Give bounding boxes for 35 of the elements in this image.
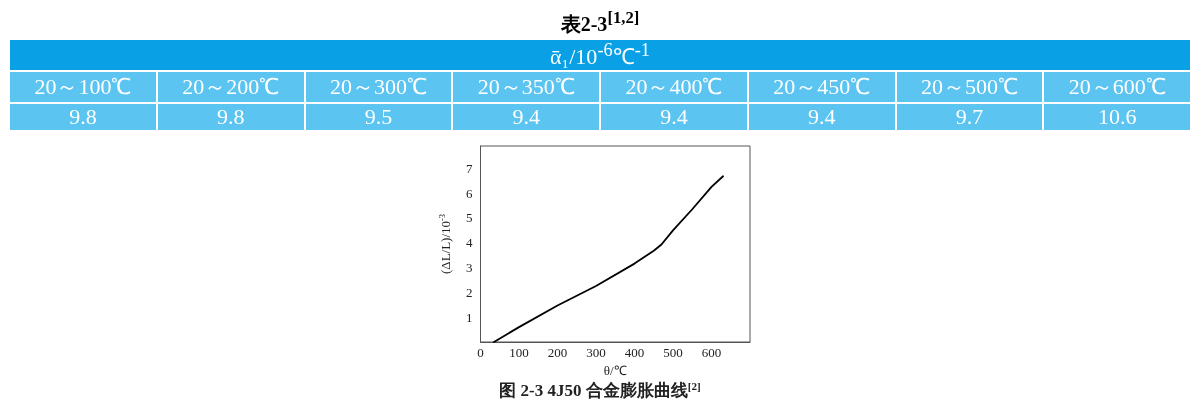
- line-series: [493, 175, 724, 344]
- y-tick-label: 4: [466, 235, 473, 251]
- category-label: 20～450℃: [747, 71, 896, 104]
- data-label: 9.4: [747, 103, 896, 132]
- y-axis-title: (ΔL/L)/10-3: [437, 214, 453, 275]
- category-label: 20～600℃: [1043, 71, 1191, 104]
- category-label: 20～300℃: [304, 71, 453, 104]
- x-tick-label: 100: [509, 345, 529, 361]
- data-label: 9.5: [304, 103, 453, 132]
- x-tick-label: 400: [624, 345, 645, 361]
- y-tick-label: 1: [466, 310, 473, 326]
- category-label: 20～400℃: [600, 71, 748, 104]
- data-label: 9.7: [895, 103, 1044, 132]
- data-label: 9.8: [156, 103, 305, 132]
- data-label: 9.4: [600, 103, 748, 132]
- y-tick-label: 2: [466, 285, 473, 301]
- x-tick-label: 500: [663, 345, 683, 361]
- y-tick-label: 5: [466, 210, 473, 226]
- x-tick-label: 600: [701, 345, 722, 361]
- text: ᾱ₁/10$^{-6}$℃$^{-1}$: [9, 39, 1191, 72]
- text: 表2-3$^{[1,2]}$: [559, 8, 641, 37]
- data-label: 10.6: [1043, 103, 1191, 132]
- x-tick-label: 200: [547, 345, 568, 361]
- category-label: 20～200℃: [156, 71, 305, 104]
- data-label: 9.4: [452, 103, 600, 132]
- y-tick-label: 6: [466, 185, 473, 201]
- y-tick-label: 3: [466, 260, 473, 276]
- category-label: 20～100℃: [9, 71, 157, 104]
- category-label: 20～500℃: [895, 71, 1044, 104]
- data-label: 9.8: [9, 103, 157, 132]
- y-tick-label: 7: [466, 161, 473, 177]
- category-label: 20～350℃: [452, 71, 600, 104]
- x-tick-label: 0: [477, 345, 484, 361]
- x-tick-label: 300: [586, 345, 606, 361]
- x-axis-title: θ/℃: [603, 363, 627, 379]
